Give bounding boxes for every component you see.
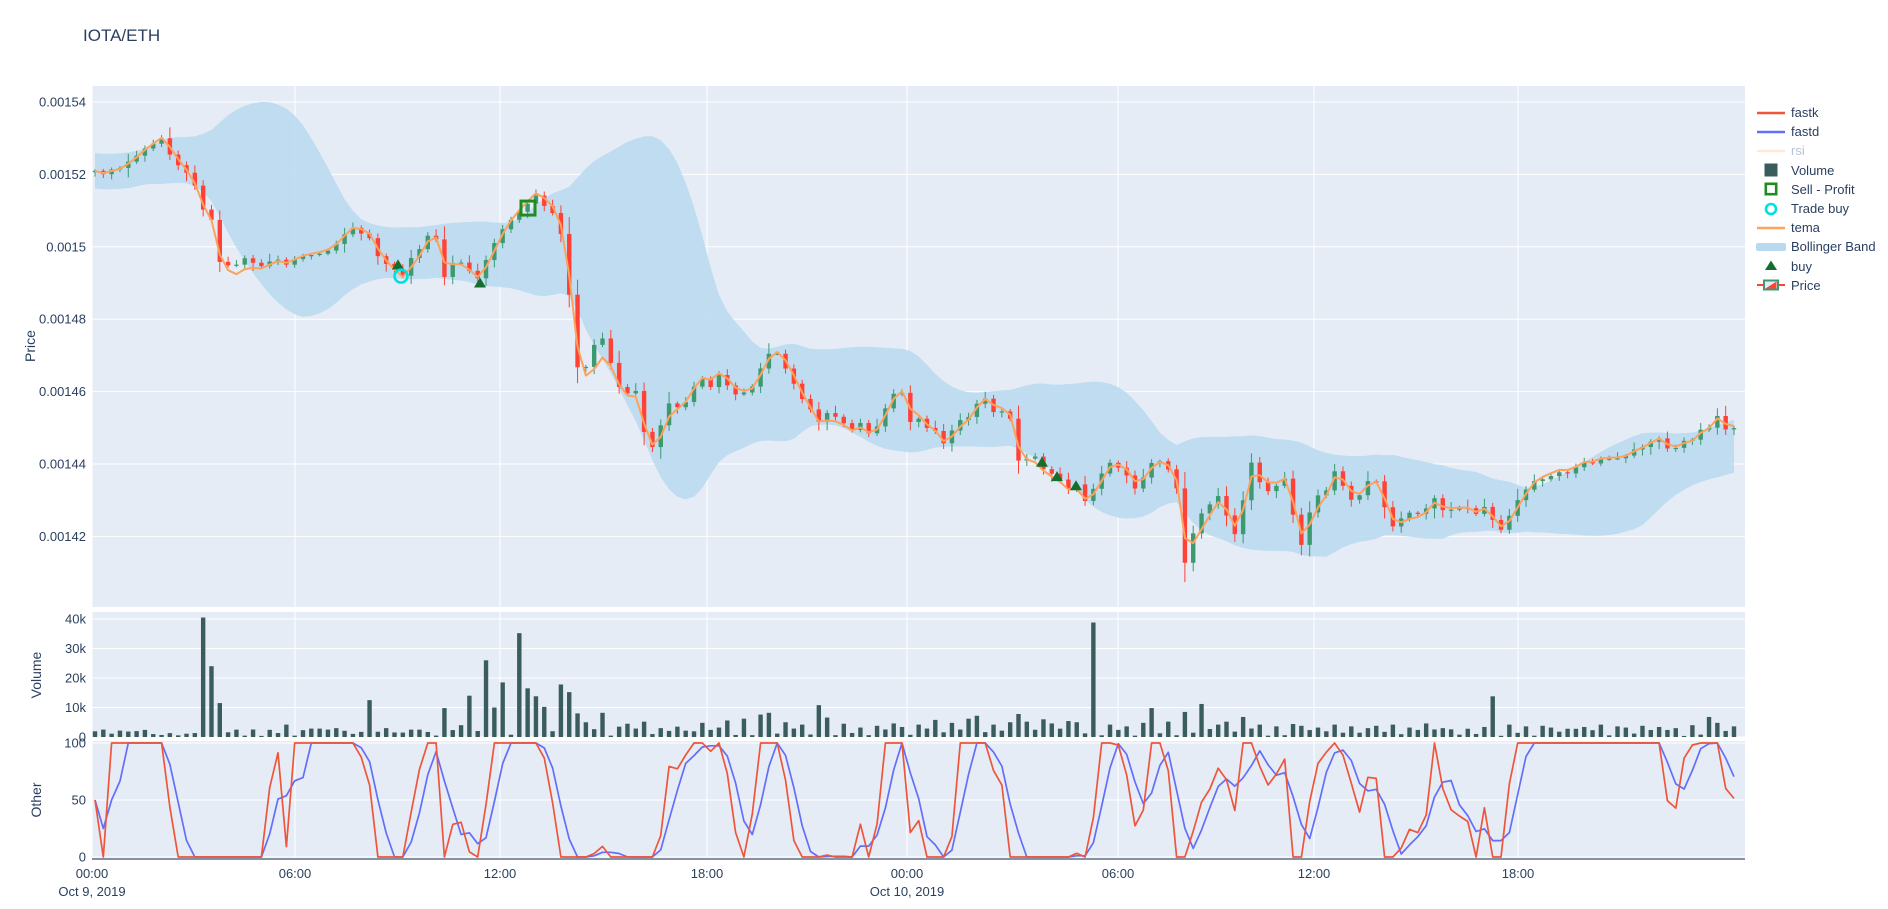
legend-item-trade-buy[interactable]: Trade buy bbox=[1756, 199, 1876, 218]
legend-item-tema[interactable]: tema bbox=[1756, 218, 1876, 237]
trade-buy-legend-swatch-icon bbox=[1756, 202, 1786, 216]
price-axis-title: Price bbox=[22, 330, 38, 362]
volume-tick-label: 10k bbox=[65, 700, 86, 715]
legend-item-label: Sell - Profit bbox=[1791, 181, 1855, 197]
legend-item-label: fastk bbox=[1791, 105, 1819, 121]
volume-tick-label: 40k bbox=[65, 612, 86, 627]
other-axis-title: Other bbox=[28, 782, 44, 818]
legend-item-label: Trade buy bbox=[1791, 201, 1850, 217]
other-tick-label: 50 bbox=[72, 793, 86, 808]
buy-marker bbox=[1051, 471, 1063, 482]
x-tick-label: 00:00 bbox=[891, 866, 924, 881]
x-tick-label: 18:00 bbox=[1502, 866, 1535, 881]
legend: fastk fastd rsi Volume Sell - Profit Trade bu… bbox=[1756, 103, 1876, 295]
legend-item-price[interactable]: Price bbox=[1756, 276, 1876, 295]
legend-item-volume[interactable]: Volume bbox=[1756, 161, 1876, 180]
other-tick-label: 100 bbox=[64, 736, 86, 751]
fastk-line bbox=[94, 742, 1735, 858]
fastd-legend-swatch-icon bbox=[1756, 125, 1786, 139]
legend-item-fastk[interactable]: fastk bbox=[1756, 103, 1876, 122]
price-legend-swatch-icon bbox=[1756, 278, 1786, 292]
legend-item-buy[interactable]: buy bbox=[1756, 257, 1876, 276]
legend-item-label: Bollinger Band bbox=[1791, 239, 1876, 255]
price-tick-label: 0.00142 bbox=[39, 529, 86, 544]
buy-marker bbox=[1036, 456, 1048, 467]
chart-title: IOTA/ETH bbox=[83, 26, 161, 45]
legend-item-label: tema bbox=[1791, 220, 1820, 236]
x-tick-label: 18:00 bbox=[691, 866, 724, 881]
bollinger-band bbox=[95, 101, 1734, 557]
bollinger-legend-swatch-icon bbox=[1756, 240, 1786, 254]
sell-profit-legend-swatch-icon bbox=[1756, 182, 1786, 196]
price-tick-label: 0.00148 bbox=[39, 312, 86, 327]
volume-axis-title: Volume bbox=[28, 651, 44, 699]
gridlines bbox=[91, 86, 1745, 858]
rsi-legend-swatch-icon bbox=[1756, 144, 1786, 158]
x-tick-label: 06:00 bbox=[1102, 866, 1135, 881]
price-tick-label: 0.00152 bbox=[39, 167, 86, 182]
legend-item-label: buy bbox=[1791, 258, 1812, 274]
x-tick-label: 06:00 bbox=[279, 866, 312, 881]
legend-item-sell-profit[interactable]: Sell - Profit bbox=[1756, 180, 1876, 199]
other-tick-label: 0 bbox=[79, 850, 86, 865]
volume-bars bbox=[92, 617, 1737, 737]
tema-line bbox=[94, 136, 1735, 545]
volume-tick-label: 0 bbox=[79, 730, 86, 745]
legend-item-label: fastd bbox=[1791, 124, 1820, 140]
volume-legend-swatch-icon bbox=[1756, 163, 1786, 177]
price-tick-label: 0.00144 bbox=[39, 457, 86, 472]
legend-item-label: Volume bbox=[1791, 162, 1835, 178]
legend-item-fastd[interactable]: fastd bbox=[1756, 122, 1876, 141]
x-tick-label: 00:00 bbox=[76, 866, 109, 881]
legend-item-rsi[interactable]: rsi bbox=[1756, 141, 1876, 160]
x-tick-label: 12:00 bbox=[484, 866, 517, 881]
legend-item-label: Price bbox=[1791, 277, 1821, 293]
volume-tick-label: 30k bbox=[65, 641, 86, 656]
fastk-legend-swatch-icon bbox=[1756, 106, 1786, 120]
price-tick-label: 0.00154 bbox=[39, 95, 86, 110]
x-date-label: Oct 9, 2019 bbox=[58, 884, 125, 899]
volume-tick-label: 20k bbox=[65, 671, 86, 686]
legend-item-bollinger[interactable]: Bollinger Band bbox=[1756, 237, 1876, 256]
x-tick-label: 12:00 bbox=[1298, 866, 1331, 881]
tema-legend-swatch-icon bbox=[1756, 221, 1786, 235]
price-tick-label: 0.00146 bbox=[39, 384, 86, 399]
buy-legend-swatch-icon bbox=[1756, 259, 1786, 273]
sell-profit-marker bbox=[519, 199, 537, 217]
x-date-label: Oct 10, 2019 bbox=[870, 884, 944, 899]
buy-marker bbox=[474, 277, 486, 288]
legend-item-label: rsi bbox=[1791, 143, 1805, 159]
buy-marker bbox=[1070, 480, 1082, 491]
fastd-line bbox=[94, 742, 1735, 858]
vol-panel-bg bbox=[92, 612, 1745, 737]
buy-marker bbox=[392, 259, 404, 270]
price-tick-label: 0.0015 bbox=[46, 239, 86, 254]
trade-markers bbox=[392, 199, 1082, 491]
trade-buy-marker bbox=[393, 268, 409, 284]
